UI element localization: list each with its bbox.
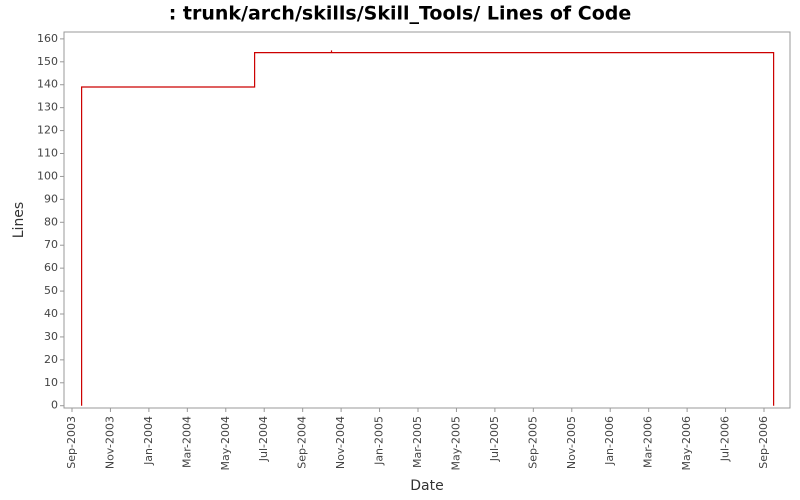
- x-tick-label: Nov-2005: [565, 416, 578, 469]
- y-tick-label: 20: [44, 353, 58, 366]
- y-tick-label: 90: [44, 192, 58, 205]
- y-tick-label: 50: [44, 284, 58, 297]
- y-tick-label: 40: [44, 307, 58, 320]
- x-tick-label: Sep-2005: [526, 416, 539, 469]
- x-tick-label: Jan-2005: [373, 416, 386, 466]
- y-axis-label: Lines: [11, 202, 27, 238]
- y-tick-label: 10: [44, 376, 58, 389]
- x-axis-label: Date: [410, 478, 443, 494]
- plot-frame: [63, 31, 791, 409]
- x-tick-label: Sep-2006: [757, 416, 770, 469]
- y-tick-label: 140: [37, 78, 58, 91]
- y-tick-label: 150: [37, 55, 58, 68]
- y-tick-label: 110: [37, 147, 58, 160]
- y-tick-label: 60: [44, 261, 58, 274]
- y-tick-label: 120: [37, 124, 58, 137]
- chart-title: : trunk/arch/skills/Skill_Tools/ Lines o…: [169, 3, 632, 25]
- x-tick-label: Jul-2005: [488, 416, 501, 462]
- x-tick-label: Jan-2004: [142, 416, 155, 466]
- x-tick-label: May-2004: [219, 416, 232, 471]
- x-tick-label: May-2005: [449, 416, 462, 471]
- x-tick-label: Mar-2004: [180, 416, 193, 468]
- x-tick-label: Nov-2003: [103, 416, 116, 469]
- y-tick-label: 130: [37, 101, 58, 114]
- y-tick-label: 160: [37, 32, 58, 45]
- x-tick-label: Jul-2004: [257, 416, 270, 462]
- y-tick-label: 100: [37, 169, 58, 182]
- x-tick-label: Jan-2006: [603, 416, 616, 466]
- y-tick-label: 30: [44, 330, 58, 343]
- y-tick-label: 0: [51, 399, 58, 412]
- x-tick-label: Jul-2006: [719, 416, 732, 462]
- data-line: [81, 50, 775, 406]
- x-tick-label: Mar-2005: [411, 416, 424, 468]
- x-tick-label: May-2006: [680, 416, 693, 471]
- x-tick-label: Nov-2004: [334, 416, 347, 469]
- y-tick-label: 70: [44, 238, 58, 251]
- x-tick-label: Sep-2003: [65, 416, 78, 469]
- x-tick-label: Mar-2006: [642, 416, 655, 468]
- y-tick-label: 80: [44, 215, 58, 228]
- x-tick-label: Sep-2004: [296, 416, 309, 469]
